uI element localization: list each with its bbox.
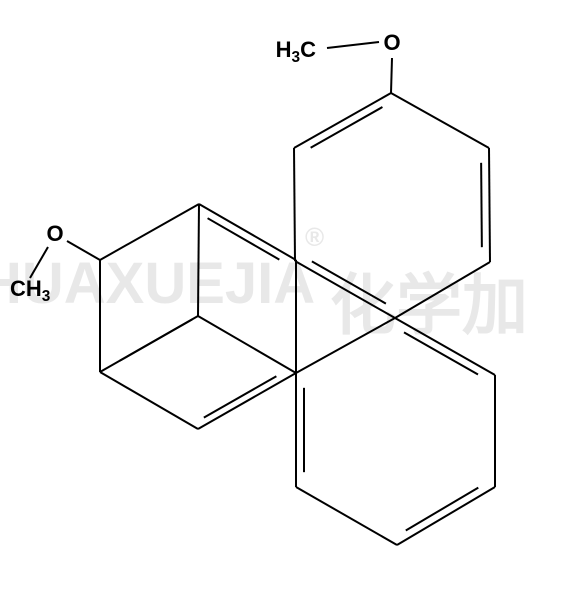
atom-label: H3C [276, 37, 316, 66]
atom-label: O [383, 30, 400, 55]
atom-label: CH3 [10, 276, 50, 305]
atom-labels-group: O H3C O CH3 [10, 30, 401, 305]
bonds-group [30, 42, 495, 545]
molecule-diagram: O H3C O CH3 [0, 0, 564, 600]
atom-label: O [46, 221, 63, 246]
